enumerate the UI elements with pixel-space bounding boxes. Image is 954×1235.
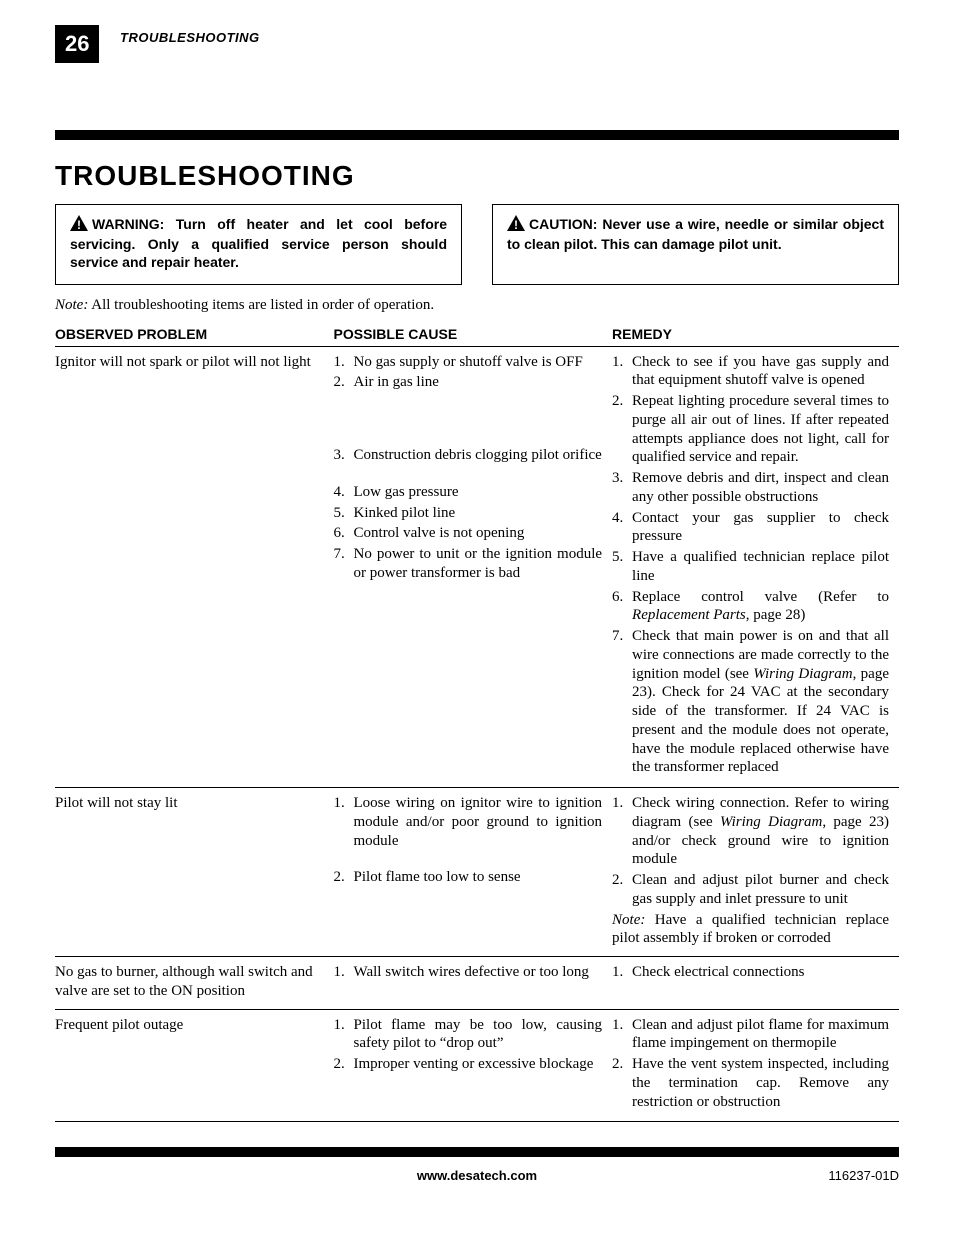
caution-label: CAUTION:	[529, 216, 597, 232]
page-header: 26 TROUBLESHOOTING	[0, 0, 954, 60]
content-area: TROUBLESHOOTING ! WARNING: Turn off heat…	[55, 160, 899, 1122]
remedy-item: 1.Check wiring connection. Refer to wiri…	[612, 794, 889, 869]
remedy-cell: 1.Check electrical connections	[612, 957, 899, 1010]
remedy-item: 2.Have the vent system inspected, includ…	[612, 1055, 889, 1111]
section-title: TROUBLESHOOTING	[55, 160, 899, 192]
remedy-cell: 1.Check to see if you have gas supply an…	[612, 346, 899, 788]
remedy-item: 3.Remove debris and dirt, inspect and cl…	[612, 469, 889, 507]
note-label: Note:	[55, 297, 88, 313]
remedy-cell: 1.Clean and adjust pilot flame for maxim…	[612, 1009, 899, 1122]
cause-item: 1.Pilot flame may be too low, causing sa…	[334, 1016, 603, 1054]
caution-icon: !	[507, 215, 525, 235]
remedy-item: 2.Clean and adjust pilot burner and chec…	[612, 871, 889, 909]
cause-cell: 1.Pilot flame may be too low, causing sa…	[334, 1009, 613, 1122]
problem-cell: Frequent pilot outage	[55, 1009, 334, 1122]
footer-docnum: 116237-01D	[828, 1168, 899, 1183]
footer: www.desatech.com 116237-01D	[55, 1168, 899, 1183]
callout-row: ! WARNING: Turn off heater and let cool …	[55, 204, 899, 285]
cause-item: 7.No power to unit or the ignition modul…	[334, 545, 603, 583]
remedy-item: 7.Check that main power is on and that a…	[612, 627, 889, 777]
table-header-row: OBSERVED PROBLEM POSSIBLE CAUSE REMEDY	[55, 322, 899, 347]
cause-item: 5.Kinked pilot line	[334, 504, 603, 523]
problem-cell: No gas to burner, although wall switch a…	[55, 957, 334, 1010]
cause-item: 2.Air in gas line	[334, 373, 603, 392]
cause-item: 4.Low gas pressure	[334, 483, 603, 502]
cause-item: 3.Construction debris clogging pilot ori…	[334, 446, 603, 465]
footer-url: www.desatech.com	[55, 1168, 899, 1183]
remedy-item: 1.Check electrical connections	[612, 963, 889, 982]
col-remedy: REMEDY	[612, 322, 899, 347]
cause-cell: 1.No gas supply or shutoff valve is OFF2…	[334, 346, 613, 788]
col-cause: POSSIBLE CAUSE	[334, 322, 613, 347]
running-head: TROUBLESHOOTING	[120, 30, 260, 45]
note-text: All troubleshooting items are listed in …	[91, 297, 434, 313]
warning-label: WARNING:	[92, 216, 164, 232]
remedy-item: 6.Replace control valve (Refer to Replac…	[612, 588, 889, 626]
warning-callout: ! WARNING: Turn off heater and let cool …	[55, 204, 462, 285]
caution-text: ! CAUTION: Never use a wire, needle or s…	[507, 215, 884, 253]
remedy-item: 2.Repeat lighting procedure several time…	[612, 392, 889, 467]
cause-item: 1.Loose wiring on ignitor wire to igniti…	[334, 794, 603, 850]
note-line: Note: All troubleshooting items are list…	[55, 297, 899, 314]
table-row: Frequent pilot outage1.Pilot flame may b…	[55, 1009, 899, 1122]
cause-item: 6.Control valve is not opening	[334, 524, 603, 543]
cause-item: 2.Pilot flame too low to sense	[334, 868, 603, 887]
cause-item: 1.No gas supply or shutoff valve is OFF	[334, 353, 603, 372]
table-row: No gas to burner, although wall switch a…	[55, 957, 899, 1010]
page-number: 26	[55, 25, 99, 63]
remedy-item: 1.Check to see if you have gas supply an…	[612, 353, 889, 391]
svg-text:!: !	[514, 218, 518, 231]
footer-rule	[55, 1147, 899, 1157]
table-row: Ignitor will not spark or pilot will not…	[55, 346, 899, 788]
svg-text:!: !	[77, 218, 81, 231]
table-row: Pilot will not stay lit1.Loose wiring on…	[55, 788, 899, 957]
cause-cell: 1.Loose wiring on ignitor wire to igniti…	[334, 788, 613, 957]
col-problem: OBSERVED PROBLEM	[55, 322, 334, 347]
table-body: Ignitor will not spark or pilot will not…	[55, 346, 899, 1122]
troubleshooting-table: OBSERVED PROBLEM POSSIBLE CAUSE REMEDY I…	[55, 322, 899, 1123]
cause-item: 2.Improper venting or excessive blockage	[334, 1055, 603, 1074]
remedy-item: 1.Clean and adjust pilot flame for maxim…	[612, 1016, 889, 1054]
problem-cell: Pilot will not stay lit	[55, 788, 334, 957]
remedy-note: Note: Have a qualified technician replac…	[612, 911, 889, 949]
warning-icon: !	[70, 215, 88, 235]
remedy-item: 5.Have a qualified technician replace pi…	[612, 548, 889, 586]
header-rule	[55, 130, 899, 140]
cause-cell: 1.Wall switch wires defective or too lon…	[334, 957, 613, 1010]
warning-text: ! WARNING: Turn off heater and let cool …	[70, 215, 447, 272]
cause-item: 1.Wall switch wires defective or too lon…	[334, 963, 603, 982]
caution-callout: ! CAUTION: Never use a wire, needle or s…	[492, 204, 899, 285]
remedy-cell: 1.Check wiring connection. Refer to wiri…	[612, 788, 899, 957]
remedy-item: 4.Contact your gas supplier to check pre…	[612, 509, 889, 547]
problem-cell: Ignitor will not spark or pilot will not…	[55, 346, 334, 788]
